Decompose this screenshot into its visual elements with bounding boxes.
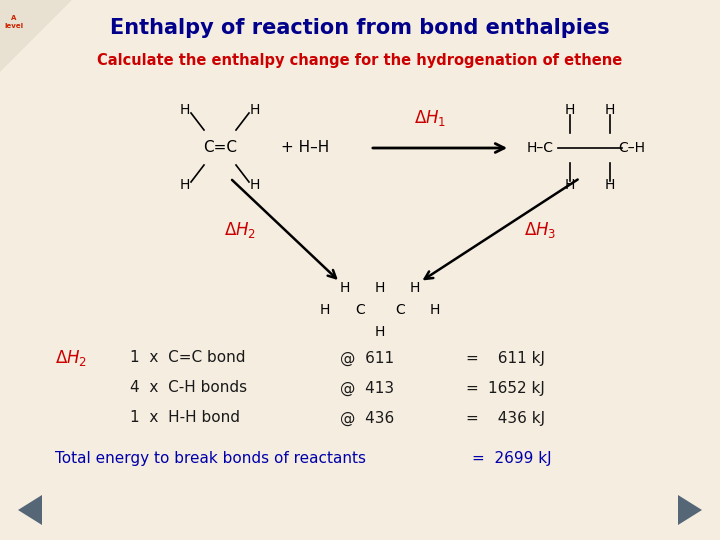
Text: H: H <box>180 103 190 117</box>
Text: @  413: @ 413 <box>340 380 394 396</box>
Text: Calculate the enthalpy change for the hydrogenation of ethene: Calculate the enthalpy change for the hy… <box>97 52 623 68</box>
Polygon shape <box>0 0 72 72</box>
Text: $\Delta H_2$: $\Delta H_2$ <box>55 348 87 368</box>
Text: $\Delta H_2$: $\Delta H_2$ <box>224 220 256 240</box>
Text: A
level: A level <box>4 16 24 29</box>
Text: C–H: C–H <box>618 141 646 155</box>
Polygon shape <box>18 495 42 525</box>
Text: H: H <box>320 303 330 317</box>
Text: H: H <box>564 103 575 117</box>
Text: H: H <box>375 281 385 295</box>
Text: Total energy to break bonds of reactants: Total energy to break bonds of reactants <box>55 450 366 465</box>
Text: H: H <box>250 103 260 117</box>
Text: 611 kJ: 611 kJ <box>488 350 545 366</box>
Text: $\Delta H_1$: $\Delta H_1$ <box>414 108 446 128</box>
Text: H: H <box>564 178 575 192</box>
Text: H: H <box>340 281 350 295</box>
Text: C: C <box>395 303 405 317</box>
Text: H: H <box>430 303 440 317</box>
Text: Enthalpy of reaction from bond enthalpies: Enthalpy of reaction from bond enthalpie… <box>110 18 610 38</box>
Text: @  436: @ 436 <box>340 410 395 426</box>
Text: =: = <box>466 410 478 426</box>
Text: H–C: H–C <box>526 141 554 155</box>
Text: 1652 kJ: 1652 kJ <box>488 381 545 395</box>
Polygon shape <box>678 495 702 525</box>
Text: C=C: C=C <box>203 140 237 156</box>
Text: + H–H: + H–H <box>281 140 329 156</box>
Text: =: = <box>466 381 478 395</box>
Text: H: H <box>410 281 420 295</box>
Text: H: H <box>605 103 615 117</box>
Text: 1  x  C=C bond: 1 x C=C bond <box>130 350 246 366</box>
Text: $\Delta H_3$: $\Delta H_3$ <box>524 220 556 240</box>
Text: C: C <box>355 303 365 317</box>
Text: 1  x  H-H bond: 1 x H-H bond <box>130 410 240 426</box>
Text: H: H <box>375 325 385 339</box>
Text: =  2699 kJ: = 2699 kJ <box>472 450 552 465</box>
Text: H: H <box>250 178 260 192</box>
Text: =: = <box>466 350 478 366</box>
Text: @  611: @ 611 <box>340 350 394 366</box>
Text: 4  x  C-H bonds: 4 x C-H bonds <box>130 381 247 395</box>
Text: 436 kJ: 436 kJ <box>488 410 545 426</box>
Text: H: H <box>180 178 190 192</box>
Text: H: H <box>605 178 615 192</box>
